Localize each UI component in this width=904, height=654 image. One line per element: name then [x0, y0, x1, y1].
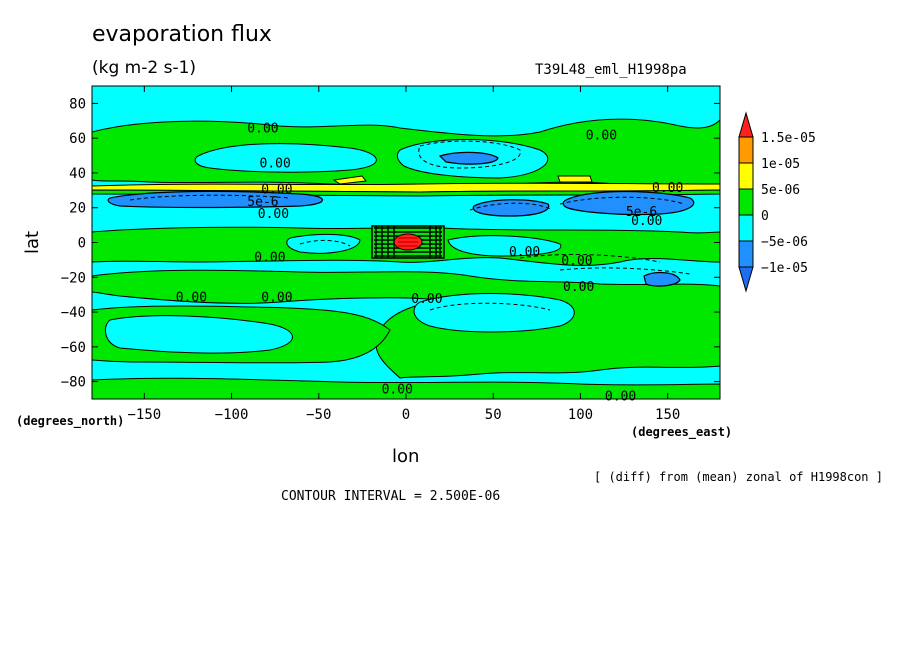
x-tick-label: 0 [402, 407, 410, 423]
colorbar-label: −1e-05 [761, 261, 808, 276]
colorbar-segment [738, 136, 754, 164]
x-tick-label: −150 [127, 407, 161, 423]
x-tick-label: −100 [215, 407, 249, 423]
negative-contours [129, 140, 691, 311]
equatorial-anomaly [371, 225, 445, 259]
y-tick-label: 80 [69, 96, 86, 112]
colorbar-label: 0 [761, 209, 769, 224]
y-tick-label: 0 [78, 236, 86, 252]
contour-label: 0.00 [652, 181, 683, 196]
field-blue-subtrop-mid [472, 199, 550, 217]
field-yellow-patch-west [332, 175, 367, 185]
field-green-polar [92, 377, 720, 399]
contour-label: 0.00 [605, 390, 636, 405]
contour-label: 0.00 [254, 250, 285, 265]
y-tick-label: −60 [61, 340, 86, 356]
x-axis-label: lon [392, 446, 420, 467]
y-tick-label: −80 [61, 375, 86, 391]
contour-label: 0.00 [258, 207, 289, 222]
contour-label: 5e-6 [626, 205, 657, 220]
field-cyan-south-west [104, 315, 293, 354]
x-tick-label: −50 [306, 407, 331, 423]
y-unit-label: (degrees_north) [16, 414, 125, 428]
field-blue-north-east [438, 151, 499, 165]
colorbar-label: 1e-05 [761, 157, 800, 172]
contour-label: 0.00 [261, 183, 292, 198]
colorbar-label: 1.5e-05 [761, 131, 816, 146]
map-field [92, 86, 720, 399]
field-cyan-equator-west [286, 233, 361, 254]
colorbar-segment [738, 240, 754, 268]
y-tick-label: 40 [69, 166, 86, 182]
contour-label: 0.00 [382, 383, 413, 398]
contour-label: 0.00 [260, 157, 291, 172]
contour-label: 0.00 [586, 129, 617, 144]
y-tick-label: −20 [61, 270, 86, 286]
run-label: T39L48_eml_H1998pa [535, 62, 687, 78]
contour-interval: CONTOUR INTERVAL = 2.500E-06 [281, 489, 501, 504]
colorbar-label: −5e-06 [761, 235, 808, 250]
contour-label: 0.00 [176, 290, 207, 305]
colorbar-bottom-arrow [738, 266, 754, 293]
y-tick-label: 20 [69, 201, 86, 217]
field-cyan-north [194, 143, 377, 173]
field-cyan-equator-east [447, 235, 562, 257]
field-blue-subtrop-west [107, 190, 323, 209]
colorbar: 1.5e-05 1e-05 5e-06 0 −5e-06 −1e-05 [738, 111, 816, 293]
colorbar-segment [738, 214, 754, 242]
x-unit-label: (degrees_east) [631, 425, 733, 439]
field-yellow-patch [557, 175, 593, 183]
y-tick-label: 60 [69, 131, 86, 147]
field-green-south [92, 269, 720, 379]
x-tick-label: 150 [655, 407, 680, 423]
y-axis-label: lat [22, 231, 43, 254]
field-blue-south-east [643, 271, 681, 287]
colorbar-top-arrow [738, 111, 754, 138]
contour-label: 0.00 [631, 214, 662, 229]
field-blue-subtrop-east [562, 190, 695, 216]
contour-label: 5e-6 [247, 195, 278, 210]
colorbar-segment [738, 188, 754, 216]
y-tick-label: −40 [61, 305, 86, 321]
contour-label: 0.00 [509, 245, 540, 260]
field-cyan-south-east [413, 293, 575, 333]
contour-label: 0.00 [261, 290, 292, 305]
x-tick-label: 100 [568, 407, 593, 423]
colorbar-label: 5e-06 [761, 183, 800, 198]
chart-units: (kg m-2 s-1) [92, 58, 197, 78]
contour-label: 0.00 [247, 122, 278, 137]
colorbar-segment [738, 162, 754, 190]
contour-label: 0.00 [563, 280, 594, 295]
diff-note: [ (diff) from (mean) zonal of H1998con ] [594, 470, 883, 484]
contour-label: 0.00 [411, 292, 442, 307]
contour-label: 0.00 [561, 254, 592, 269]
x-tick-label: 50 [485, 407, 502, 423]
chart-title: evaporation flux [92, 22, 272, 47]
axis-ticks: −150 −100 −50 0 50 100 150 −80 −60 −40 −20 0 20 40 60 8… [22, 86, 720, 423]
